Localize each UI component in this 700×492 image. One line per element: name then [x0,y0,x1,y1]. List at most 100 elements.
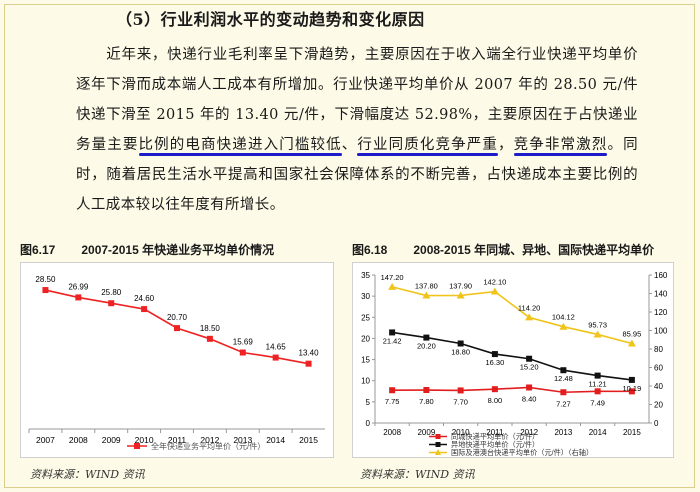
series-0-point-2014 [594,388,601,395]
figure2-title: 图6.18 2008-2015 年同城、异地、国际快递平均单价 [352,241,654,258]
x-tick-label-2010: 2010 [135,435,154,445]
figure1-source: 资料来源：WIND 资讯 [30,468,145,481]
series-1-label-2010: 18.80 [451,348,470,357]
series-1-label-2011: 16.30 [485,358,504,367]
series-1-point-2015 [628,376,635,383]
series-2-point-2013 [559,322,568,330]
series-1-label-2013: 12.48 [554,374,573,383]
figure2-caption: 2008-2015 年同城、异地、国际快递平均单价 [413,243,655,257]
right-tick-label-20: 20 [654,401,663,410]
left-tick-label-0: 0 [366,419,371,428]
series-0-point-2010 [457,387,464,394]
series-line-2 [391,286,633,345]
paragraph-text-1: 近年来，快递行业毛利率呈下滑趋势，主要原因在于收入端全行业快递平均单价逐年下滑而… [76,47,638,153]
x-tick-label-2015: 2015 [299,435,318,445]
series-0-label-2013: 7.27 [556,399,571,408]
right-tick-label-0: 0 [654,419,659,428]
x-tick-label-2009: 2009 [102,435,121,445]
right-tick-label-100: 100 [654,327,668,336]
x-tick-label-2015: 2015 [623,428,641,437]
data-label-2011: 20.70 [167,313,188,322]
series-2-label-2014: 95.73 [588,320,607,329]
series-2-label-2009: 137.80 [415,282,438,291]
left-tick-label-10: 10 [361,377,370,386]
legend-label-0: 同城快递平均单价（元/件） [451,432,539,441]
left-tick-label-25: 25 [361,313,370,322]
legend-label-1: 异地快递平均单价（元/件） [451,440,539,449]
x-tick-label-2008: 2008 [69,435,88,445]
figure1-title: 图6.17 2007-2015 年快递业务平均单价情况 [20,241,274,258]
series-1-label-2014: 11.21 [589,380,607,389]
series-0-point-2012 [526,384,533,391]
x-tick-label-2011: 2011 [168,435,187,445]
series-2-point-2011 [490,287,499,295]
right-tick-label-80: 80 [654,345,663,354]
series-0-point-2013 [560,389,567,396]
right-tick-label-140: 140 [654,290,668,299]
x-tick-label-2014: 2014 [589,428,607,437]
series-2-label-2012: 114.20 [518,303,540,312]
series-0-label-2011: 8.00 [488,396,503,405]
data-point-2013 [239,349,246,356]
section-heading: （5）行业利润水平的变动趋势和变化原因 [116,10,425,29]
chart1-svg: 2007 2008 2009 2010 2011 2012 2013 2014 2015 28.5… [28,275,325,451]
data-label-2012: 18.50 [200,324,221,333]
highlight-fierce-competition: 竞争非常激烈 [513,137,608,153]
left-tick-label-20: 20 [361,334,370,343]
series-0-point-2015 [628,388,635,395]
series-2-point-2009 [422,291,431,299]
series-2-point-2012 [525,313,534,321]
series-1-label-2015: 10.19 [622,384,641,393]
series-1-point-2014 [594,372,601,379]
x-tick-label-2010: 2010 [452,428,470,437]
series-2-point-2014 [593,330,602,338]
series-0-label-2008: 7.75 [385,397,400,406]
series-line-1 [392,331,632,381]
series-1-label-2008: 21.42 [383,336,402,345]
series-2-label-2011: 142.10 [483,278,506,287]
legend-marker-2 [435,449,441,455]
figure1-caption: 2007-2015 年快递业务平均单价情况 [81,243,275,257]
series-1-point-2009 [423,334,430,341]
data-label-2010: 24.60 [134,294,155,303]
right-tick-label-60: 60 [654,364,663,373]
data-point-2010 [141,306,148,313]
left-tick-label-5: 5 [366,398,371,407]
data-point-2009 [108,300,115,307]
legend-label-2: 国际及港澳台快递平均单价（元/件）（右轴） [451,448,593,457]
data-point-2015 [305,360,312,367]
series-2-point-2008 [388,282,397,290]
right-tick-label-40: 40 [654,382,663,391]
data-label-2008: 26.99 [68,282,89,291]
x-tick-label-2012: 2012 [200,435,219,445]
legend-label: 全年快递业务平均单价（元/件） [151,441,265,451]
data-label-2013: 15.69 [233,338,254,347]
data-point-2012 [206,335,213,342]
series-0-label-2012: 8.40 [522,394,537,403]
figure2-number: 图6.18 [352,243,388,257]
x-tick-label-2007: 2007 [36,435,55,445]
figure2-source: 资料来源：WIND 资讯 [360,468,475,481]
legend-marker-0 [435,434,441,439]
page-frame [4,4,695,488]
data-point-2007 [42,287,49,294]
data-label-2015: 13.40 [299,349,320,358]
series-0-label-2014: 7.49 [590,398,605,407]
series-0-point-2011 [491,386,498,393]
legend-marker [134,443,140,449]
series-2-point-2015 [627,339,636,347]
highlight-homogeneous-competition: 行业同质化竞争严重 [357,137,499,153]
series-1-point-2010 [457,340,464,347]
chart2-panel: 0 5 10 15 20 25 30 35 0 20 40 60 80 100 120 140 160 2008 2… [352,262,674,458]
series-0-label-2010: 7.70 [453,397,468,406]
data-point-2011 [174,325,180,332]
x-tick-label-2014: 2014 [266,435,285,445]
series-0-label-2009: 7.80 [419,397,434,406]
highlight-entry-barrier: 比例的电商快递进入门槛较低 [138,137,342,153]
chart2-svg: 0 5 10 15 20 25 30 35 0 20 40 60 80 100 120 140 160 2008 2… [361,271,668,457]
x-tick-label-2013: 2013 [554,428,572,437]
series-2-label-2008: 147.20 [381,273,404,282]
series-2-label-2010: 137.90 [449,281,472,290]
chart1-panel: 2007 2008 2009 2010 2011 2012 2013 2014 2015 28.5… [20,262,334,458]
x-tick-label-2013: 2013 [233,435,252,445]
